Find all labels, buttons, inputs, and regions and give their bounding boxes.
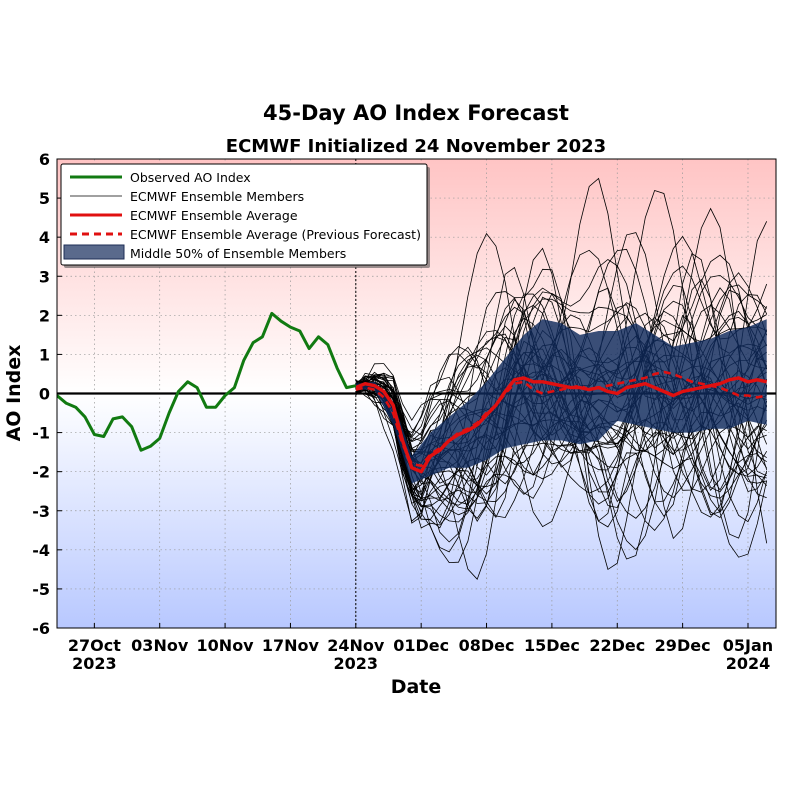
chart-title: 45-Day AO Index Forecast: [263, 101, 569, 125]
series-lines: [57, 311, 768, 474]
ensemble-member-line: [355, 235, 768, 468]
y-tick-label: -5: [32, 580, 50, 599]
y-tick-label: 3: [39, 267, 50, 286]
y-tick-label: 2: [39, 306, 50, 325]
x-tick-year-label: 2023: [72, 654, 117, 673]
x-tick-label: 15Dec: [524, 636, 580, 655]
y-tick-label: 6: [39, 150, 50, 169]
x-axis-label: Date: [391, 676, 442, 698]
x-tick-label: 10Nov: [197, 636, 255, 655]
previous-forecast-line: [355, 370, 767, 468]
x-tick-label: 03Nov: [131, 636, 189, 655]
legend-box: [60, 163, 428, 266]
x-tick-label: 05Jan: [723, 636, 773, 655]
x-tick-label: 01Dec: [393, 636, 449, 655]
legend-label: Observed AO Index: [130, 170, 251, 185]
middle-50-band-group: [355, 319, 767, 484]
y-tick-label: -6: [32, 619, 50, 638]
y-tick-label: -4: [32, 541, 50, 560]
y-axis-label: AO Index: [3, 345, 25, 442]
y-tick-label: -1: [32, 424, 50, 443]
y-tick-label: 0: [39, 385, 50, 404]
legend-label: Middle 50% of Ensemble Members: [130, 246, 346, 261]
x-tick-year-label: 2024: [726, 654, 771, 673]
y-tick-label: -2: [32, 463, 50, 482]
y-tick-label: 5: [39, 189, 50, 208]
ensemble-member-line: [355, 287, 767, 496]
ensemble-member-line: [355, 274, 767, 465]
legend: Observed AO Index ECMWF Ensemble Members E…: [60, 163, 430, 268]
legend-label: ECMWF Ensemble Average: [130, 208, 298, 223]
x-tick-label: 27Oct: [68, 636, 121, 655]
y-axis-ticks: -6 -5 -4 -3 -2 -1 0 1 2 3 4 5 6: [32, 150, 62, 638]
y-tick-label: 1: [39, 345, 50, 364]
ensemble-member-line: [355, 207, 767, 525]
legend-label: ECMWF Ensemble Average (Previous Forecas…: [130, 227, 421, 242]
x-tick-label: 24Nov: [327, 636, 385, 655]
chart-subtitle: ECMWF Initialized 24 November 2023: [226, 136, 606, 157]
observed-ao-line: [57, 311, 357, 452]
y-tick-label: 4: [39, 228, 50, 247]
x-tick-label: 17Nov: [262, 636, 320, 655]
x-tick-label: 08Dec: [459, 636, 515, 655]
legend-swatch: [63, 244, 125, 260]
x-tick-year-label: 2023: [334, 654, 379, 673]
middle-50-band: [355, 319, 767, 484]
legend-label: ECMWF Ensemble Members: [130, 189, 304, 204]
x-tick-label: 22Dec: [589, 636, 645, 655]
ensemble-average-line: [355, 376, 768, 474]
x-tick-label: 29Dec: [655, 636, 711, 655]
y-tick-label: -3: [32, 502, 50, 521]
